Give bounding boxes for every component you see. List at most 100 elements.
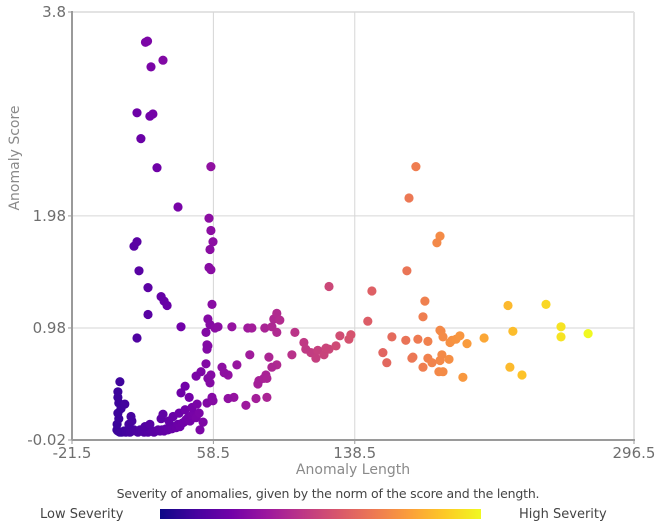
data-point[interactable] <box>387 332 397 342</box>
data-point[interactable] <box>207 299 217 309</box>
data-point[interactable] <box>253 379 263 389</box>
data-point[interactable] <box>411 162 421 172</box>
data-point[interactable] <box>367 286 377 296</box>
data-point[interactable] <box>505 362 515 372</box>
data-point[interactable] <box>427 358 437 368</box>
data-point[interactable] <box>191 371 201 381</box>
data-point[interactable] <box>583 329 593 339</box>
data-point[interactable] <box>462 339 472 349</box>
data-point[interactable] <box>192 399 202 409</box>
data-point[interactable] <box>158 55 168 65</box>
data-point[interactable] <box>201 327 211 337</box>
data-point[interactable] <box>444 354 454 364</box>
data-point[interactable] <box>287 350 297 360</box>
data-point[interactable] <box>404 193 414 203</box>
data-point[interactable] <box>206 225 216 236</box>
data-point[interactable] <box>208 237 218 247</box>
data-point[interactable] <box>184 392 194 402</box>
data-point[interactable] <box>479 333 489 343</box>
data-point[interactable] <box>176 388 186 398</box>
data-point[interactable] <box>335 331 345 341</box>
data-point[interactable] <box>132 333 142 343</box>
data-point[interactable] <box>126 411 136 422</box>
data-point[interactable] <box>541 299 551 309</box>
data-point[interactable] <box>158 409 168 419</box>
data-point[interactable] <box>420 296 430 306</box>
data-point[interactable] <box>247 323 257 333</box>
data-point[interactable] <box>264 352 274 362</box>
data-point[interactable] <box>145 419 155 429</box>
data-point[interactable] <box>245 350 255 360</box>
data-point[interactable] <box>223 393 233 404</box>
data-point[interactable] <box>206 265 216 275</box>
data-point[interactable] <box>331 341 341 351</box>
data-point[interactable] <box>146 62 156 72</box>
data-point[interactable] <box>132 237 142 247</box>
data-point[interactable] <box>206 370 216 380</box>
data-point[interactable] <box>260 323 270 333</box>
data-point[interactable] <box>206 162 216 172</box>
data-point[interactable] <box>208 396 218 406</box>
data-point[interactable] <box>290 327 300 337</box>
data-point[interactable] <box>219 368 229 378</box>
data-point[interactable] <box>198 417 208 427</box>
data-point[interactable] <box>201 359 211 369</box>
data-point[interactable] <box>132 108 142 118</box>
data-point[interactable] <box>202 344 212 354</box>
data-point[interactable] <box>115 377 125 387</box>
data-point[interactable] <box>262 392 272 402</box>
data-point[interactable] <box>382 358 392 368</box>
data-point[interactable] <box>556 322 566 332</box>
data-point[interactable] <box>267 362 277 372</box>
data-point[interactable] <box>113 408 123 418</box>
data-point[interactable] <box>148 109 158 119</box>
data-point[interactable] <box>134 266 144 276</box>
data-point[interactable] <box>152 163 162 173</box>
data-point[interactable] <box>205 244 215 255</box>
data-point[interactable] <box>432 238 442 248</box>
data-point[interactable] <box>232 360 242 370</box>
data-point[interactable] <box>418 362 428 372</box>
data-point[interactable] <box>311 353 321 363</box>
data-point[interactable] <box>162 300 172 311</box>
data-point[interactable] <box>301 344 311 354</box>
data-point[interactable] <box>194 408 204 418</box>
data-point[interactable] <box>378 348 388 358</box>
data-point[interactable] <box>438 332 448 342</box>
data-point[interactable] <box>503 300 513 311</box>
data-point[interactable] <box>455 331 465 341</box>
data-point[interactable] <box>180 381 190 391</box>
data-point[interactable] <box>321 343 331 353</box>
data-point[interactable] <box>435 355 445 366</box>
data-point[interactable] <box>173 202 183 212</box>
data-point[interactable] <box>204 213 214 223</box>
data-point[interactable] <box>136 134 146 144</box>
data-point[interactable] <box>120 399 130 409</box>
data-point[interactable] <box>401 335 411 345</box>
data-point[interactable] <box>324 281 334 292</box>
data-point[interactable] <box>346 330 356 340</box>
data-point[interactable] <box>363 316 373 326</box>
data-point[interactable] <box>556 332 566 342</box>
data-point[interactable] <box>143 309 153 320</box>
data-point[interactable] <box>458 372 468 382</box>
data-point[interactable] <box>418 312 428 322</box>
data-point[interactable] <box>407 353 417 363</box>
data-point[interactable] <box>508 326 518 336</box>
data-point[interactable] <box>262 373 272 383</box>
data-point[interactable] <box>143 283 153 293</box>
data-point[interactable] <box>413 334 423 344</box>
data-point[interactable] <box>438 367 448 377</box>
data-point[interactable] <box>517 370 527 380</box>
data-point[interactable] <box>402 266 412 276</box>
data-point[interactable] <box>423 336 433 346</box>
data-point[interactable] <box>251 393 261 404</box>
data-point[interactable] <box>180 405 190 415</box>
data-point[interactable] <box>195 425 205 435</box>
data-point[interactable] <box>241 400 251 410</box>
data-point[interactable] <box>142 36 153 46</box>
data-point[interactable] <box>275 315 285 325</box>
data-point[interactable] <box>205 378 215 388</box>
data-point[interactable] <box>213 322 223 332</box>
data-point[interactable] <box>272 327 282 337</box>
